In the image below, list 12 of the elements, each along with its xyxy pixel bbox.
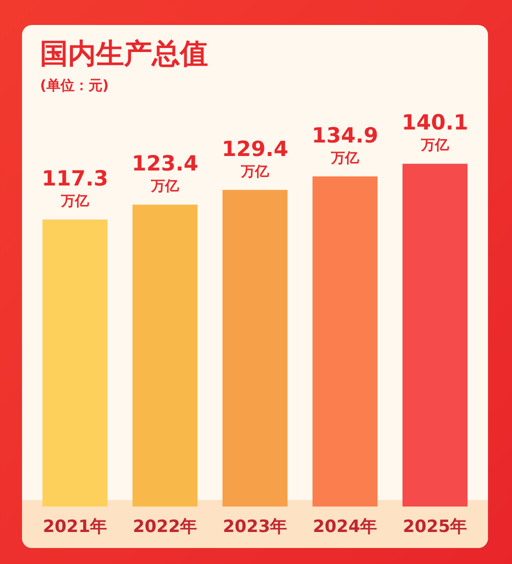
data-label: 123.4 万亿 xyxy=(132,152,198,195)
data-label: 140.1 万亿 xyxy=(402,110,468,154)
chart-title: 国内生产总值 xyxy=(40,36,208,72)
x-tick-label: 2022年 xyxy=(132,517,198,538)
x-tick-label: 2025年 xyxy=(402,517,468,538)
chart-subtitle: (单位：元) xyxy=(40,77,109,95)
data-label: 117.3 万亿 xyxy=(42,166,108,210)
x-tick-label: 2024年 xyxy=(312,517,378,538)
x-tick-label: 2023年 xyxy=(222,517,288,538)
data-label: 134.9 万亿 xyxy=(312,123,378,166)
data-label: 129.4 万亿 xyxy=(222,136,288,180)
x-tick-label: 2021年 xyxy=(42,517,108,538)
